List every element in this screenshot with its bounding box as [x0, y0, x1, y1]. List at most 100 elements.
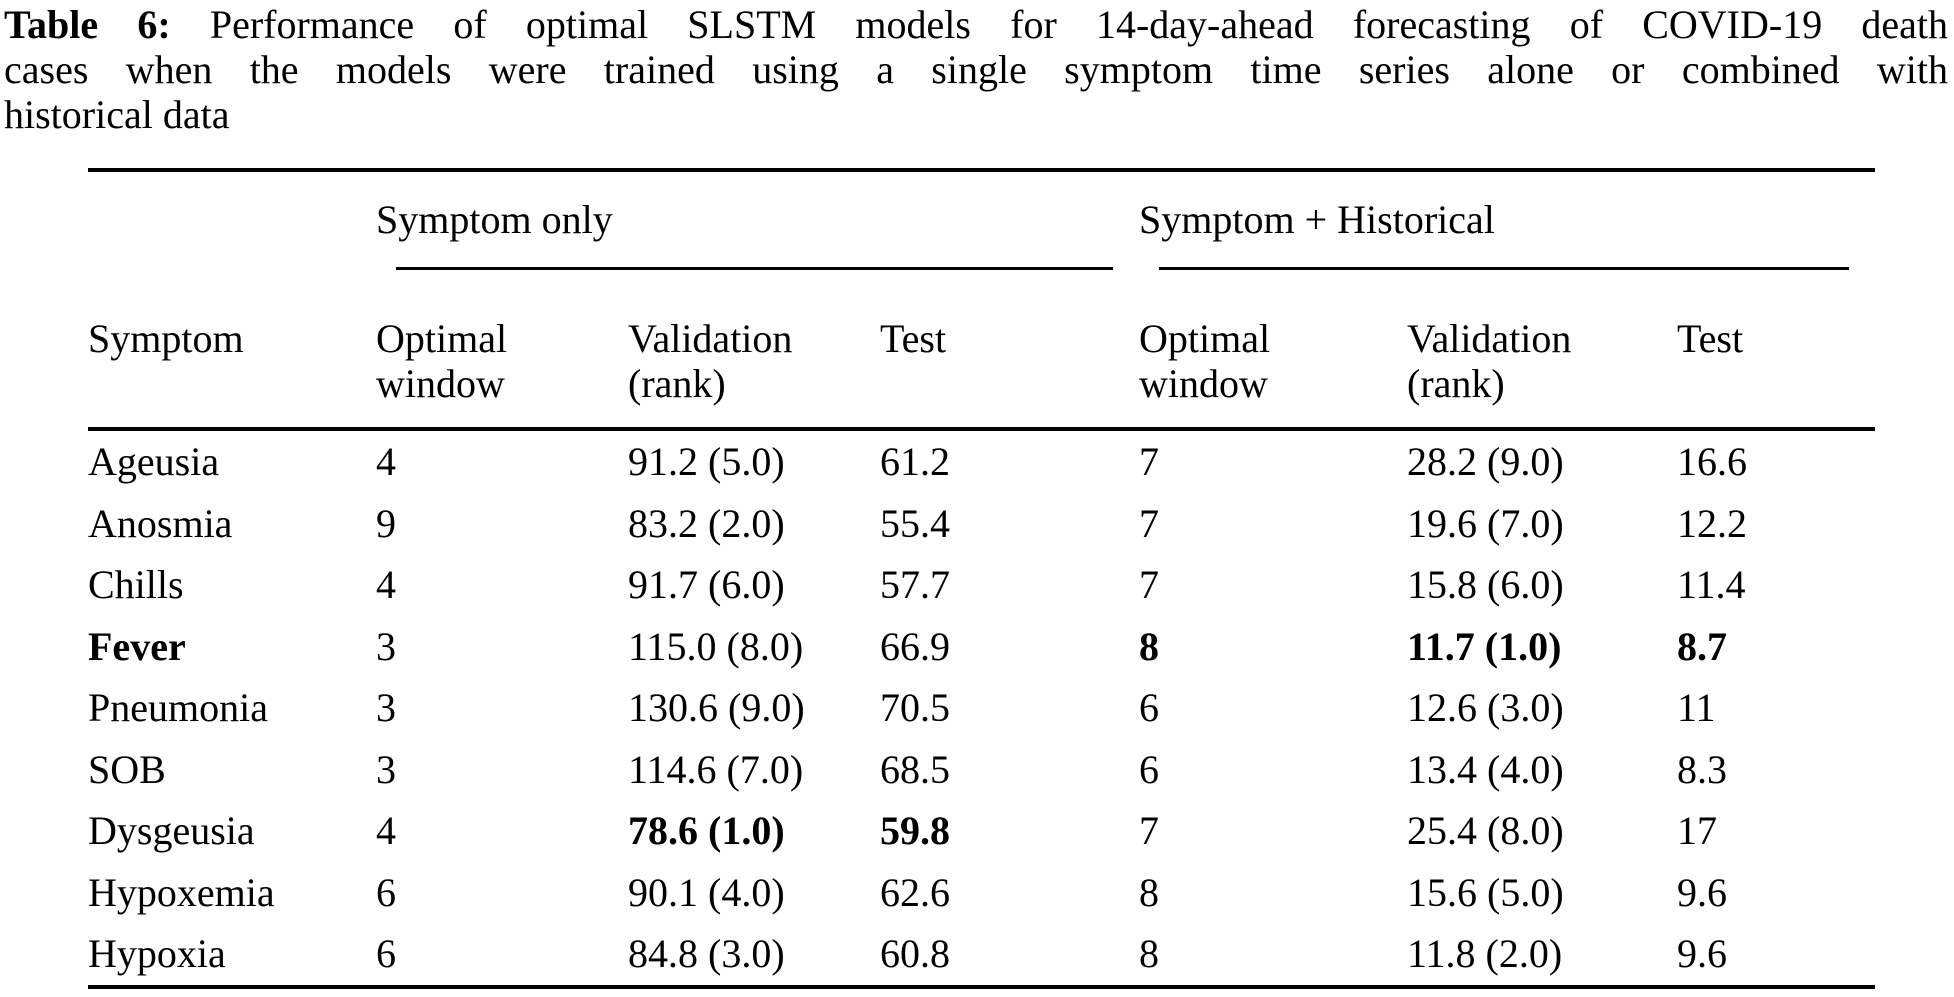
group-header-symptom-historical: Symptom + Historical	[1139, 197, 1495, 242]
column-header-row: Symptom Optimal window Validation (rank)…	[88, 270, 1875, 427]
cell-symptom-name: SOB	[88, 746, 166, 792]
table-cell: 7	[1139, 439, 1159, 485]
bottom-rule	[88, 984, 1875, 989]
table-cell: 57.7	[880, 562, 950, 608]
cell-symptom-name: Chills	[88, 562, 184, 608]
group-rule-spacer	[88, 267, 376, 270]
cell-symptom-name: Pneumonia	[88, 685, 268, 731]
col-header-optimal-window-symptom-only: Optimal window	[376, 316, 508, 406]
table-row: Pneumonia 3 130.6 (9.0) 70.5 6 12.6 (3.0) 11	[88, 677, 1875, 739]
table-cell: 15.6 (5.0)	[1407, 869, 1564, 915]
top-rule	[88, 168, 1875, 172]
table-row: Hypoxia 6 84.8 (3.0) 60.8 8 11.8 (2.0) 9.6	[88, 923, 1875, 985]
table-cell: 78.6 (1.0)	[628, 808, 785, 854]
table-cell: 9.6	[1677, 931, 1727, 977]
table-cell: 16.6	[1677, 439, 1747, 485]
table-cell: 11.8 (2.0)	[1407, 931, 1563, 977]
table-cell: 91.2 (5.0)	[628, 439, 785, 485]
group-header-symptom-only: Symptom only	[376, 197, 613, 242]
table-row: Chills 4 91.7 (6.0) 57.7 7 15.8 (6.0) 11.4	[88, 554, 1875, 616]
group-rule-symptom-historical	[1159, 267, 1849, 270]
table-cell: 7	[1139, 500, 1159, 546]
table-cell: 4	[376, 562, 396, 608]
cell-symptom-name: Fever	[88, 623, 186, 669]
table-cell: 4	[376, 439, 396, 485]
table-cell: 4	[376, 808, 396, 854]
col-header-symptom: Symptom	[88, 316, 244, 361]
table-cell: 11.4	[1677, 562, 1746, 608]
table-cell: 28.2 (9.0)	[1407, 439, 1564, 485]
table-cell: 66.9	[880, 623, 950, 669]
table-cell: 3	[376, 746, 396, 792]
table-row: Ageusia 4 91.2 (5.0) 61.2 7 28.2 (9.0) 16.6	[88, 431, 1875, 493]
table-cell: 62.6	[880, 869, 950, 915]
cell-symptom-name: Dysgeusia	[88, 808, 255, 854]
caption-line-3: historical data	[4, 92, 230, 137]
table-body: Ageusia 4 91.2 (5.0) 61.2 7 28.2 (9.0) 16.6 Ano…	[88, 431, 1875, 985]
table-cell: 6	[376, 931, 396, 977]
table-cell: 12.6 (3.0)	[1407, 685, 1564, 731]
table-cell: 91.7 (6.0)	[628, 562, 785, 608]
table-cell: 6	[376, 869, 396, 915]
table-cell: 17	[1677, 808, 1717, 854]
table-cell: 8	[1139, 623, 1159, 669]
col-header-optimal-window-historical: Optimal window	[1139, 316, 1271, 406]
col-header-test-symptom-only: Test	[880, 316, 947, 361]
table-cell: 9.6	[1677, 869, 1727, 915]
table-cell: 83.2 (2.0)	[628, 500, 785, 546]
table-cell: 60.8	[880, 931, 950, 977]
header-rule	[88, 427, 1875, 431]
group-rule-left-wrap	[376, 267, 1139, 270]
table-cell: 8	[1139, 869, 1159, 915]
table-cell: 7	[1139, 808, 1159, 854]
caption-line-1: Table 6: Performance of optimal SLSTM mo…	[4, 2, 1948, 47]
cell-symptom-name: Hypoxia	[88, 931, 226, 977]
table-cell: 19.6 (7.0)	[1407, 500, 1564, 546]
table-caption: Table 6: Performance of optimal SLSTM mo…	[4, 2, 1948, 137]
table-cell: 11	[1677, 685, 1716, 731]
table-row: SOB 3 114.6 (7.0) 68.5 6 13.4 (4.0) 8.3	[88, 739, 1875, 801]
col-header-test-historical: Test	[1677, 316, 1744, 361]
group-rules-row	[88, 267, 1875, 270]
table-cell: 8	[1139, 931, 1159, 977]
table-cell: 25.4 (8.0)	[1407, 808, 1564, 854]
table-cell: 12.2	[1677, 500, 1747, 546]
col-header-validation-rank-symptom-only: Validation (rank)	[628, 316, 793, 406]
cell-symptom-name: Hypoxemia	[88, 869, 275, 915]
table-row: Anosmia 9 83.2 (2.0) 55.4 7 19.6 (7.0) 12.2	[88, 493, 1875, 555]
table-cell: 55.4	[880, 500, 950, 546]
table-cell: 3	[376, 623, 396, 669]
caption-text: Performance of optimal SLSTM models for …	[209, 2, 1949, 47]
caption-line-2: cases when the models were trained using…	[4, 47, 1948, 92]
caption-table-number: Table 6:	[4, 2, 171, 47]
cell-symptom-name: Anosmia	[88, 500, 233, 546]
table-cell: 3	[376, 685, 396, 731]
table-row: Hypoxemia 6 90.1 (4.0) 62.6 8 15.6 (5.0) 9.6	[88, 862, 1875, 924]
table-row: Dysgeusia 4 78.6 (1.0) 59.8 7 25.4 (8.0) 17	[88, 800, 1875, 862]
table-cell: 114.6 (7.0)	[628, 746, 804, 792]
table-cell: 9	[376, 500, 396, 546]
table-cell: 59.8	[880, 808, 950, 854]
table-cell: 8.3	[1677, 746, 1727, 792]
group-rule-right-wrap	[1139, 267, 1875, 270]
table-cell: 7	[1139, 562, 1159, 608]
table-cell: 6	[1139, 746, 1159, 792]
table-cell: 8.7	[1677, 623, 1727, 669]
table-cell: 115.0 (8.0)	[628, 623, 804, 669]
table-cell: 11.7 (1.0)	[1407, 623, 1562, 669]
table-row: Fever 3 115.0 (8.0) 66.9 8 11.7 (1.0) 8.7	[88, 616, 1875, 678]
group-header-row: Symptom only Symptom + Historical	[88, 172, 1875, 267]
table-cell: 70.5	[880, 685, 950, 731]
table-cell: 84.8 (3.0)	[628, 931, 785, 977]
table-cell: 15.8 (6.0)	[1407, 562, 1564, 608]
table-cell: 6	[1139, 685, 1159, 731]
table-cell: 13.4 (4.0)	[1407, 746, 1564, 792]
col-header-validation-rank-historical: Validation (rank)	[1407, 316, 1572, 406]
table-cell: 130.6 (9.0)	[628, 685, 805, 731]
table-cell: 68.5	[880, 746, 950, 792]
table-cell: 90.1 (4.0)	[628, 869, 785, 915]
group-rule-symptom-only	[396, 267, 1113, 270]
results-table: Symptom only Symptom + Historical Sympto…	[88, 168, 1875, 989]
cell-symptom-name: Ageusia	[88, 439, 220, 485]
table-cell: 61.2	[880, 439, 950, 485]
